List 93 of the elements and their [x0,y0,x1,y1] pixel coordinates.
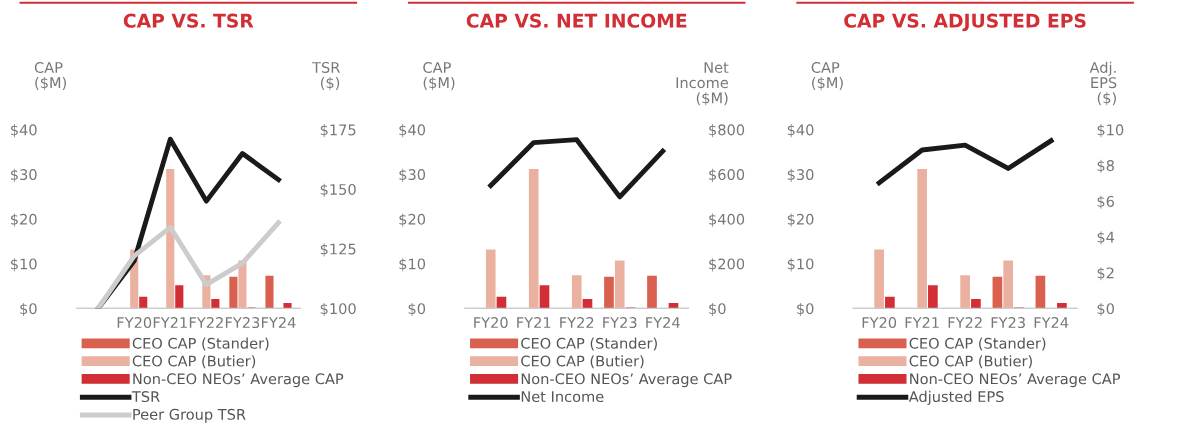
legend-label: CEO CAP (Stander) [132,337,269,351]
bar [971,299,981,309]
bar [175,285,184,309]
bar [265,275,274,309]
bar [1057,303,1067,309]
bar [485,249,496,309]
y2-tick-label: $2 [1097,267,1114,281]
y-tick-label: $30 [10,168,37,183]
x-tick-label: FY22 [560,317,594,328]
y-tick-label: $40 [787,124,814,138]
y2-tick-label: $8 [1097,159,1114,174]
y-tick-label: $20 [399,213,426,227]
y2-axis-title: TSR ($) [312,61,340,91]
y-tick-label: $0 [408,302,426,317]
bar [928,285,938,309]
y2-tick-label: $800 [709,124,745,138]
y2-tick-label: $0 [709,302,726,317]
y2-tick-label: $150 [320,183,356,197]
bar [614,260,625,309]
legend-label: CEO CAP (Butier) [521,355,644,369]
bar [283,303,292,309]
y-tick-label: $20 [10,213,37,227]
y-tick-label: $10 [399,258,426,272]
x-tick-label: FY24 [646,317,680,328]
x-tick-label: FY21 [905,317,939,328]
bar [885,296,895,309]
y2-tick-label: $100 [320,302,356,317]
y-tick-label: $20 [787,213,814,227]
x-tick-label: FY23 [603,317,637,329]
x-tick-label: FY22 [189,317,223,328]
legend-label: CEO CAP (Butier) [132,355,256,369]
bar [528,168,539,309]
x-tick-label: FY22 [948,317,982,328]
x-tick-label: FY20 [117,317,152,329]
bar [539,285,550,309]
bar [1035,275,1046,309]
legend-label: TSR [131,391,160,403]
chart-title: CAP VS. TSR [123,13,254,28]
bar [139,296,148,309]
bar [960,275,970,309]
y-axis-title: CAP ($M) [423,61,455,91]
y-tick-label: $10 [787,258,814,272]
bar [229,276,238,309]
legend-label: Net Income [521,391,604,403]
bar [604,276,614,309]
y-tick-label: $40 [399,124,426,138]
line-series [876,138,1054,186]
x-tick-label: FY21 [517,317,551,328]
y2-tick-label: $4 [1097,231,1115,245]
bar [647,275,657,309]
legend-label: Non-CEO NEOs’ Average CAP [521,373,732,388]
y2-tick-label: $200 [709,258,745,272]
chart-title: CAP VS. ADJUSTED EPS [844,13,1086,32]
y2-tick-label: $125 [320,243,356,257]
x-tick-label: FY20 [474,317,508,329]
y2-tick-label: $400 [709,213,745,227]
legend-label: Peer Group TSR [133,408,246,423]
bar [1003,260,1013,309]
x-tick-label: FY20 [862,317,897,329]
line-series [488,137,666,200]
x-tick-label: FY23 [225,317,260,329]
y2-tick-label: $10 [1097,124,1124,138]
chart-title: CAP VS. NET INCOME [466,13,687,28]
y-tick-label: $40 [10,124,37,138]
legend-label: Adjusted EPS [908,390,1004,405]
y2-tick-label: $600 [709,168,745,183]
bar [571,275,582,309]
legend-label: Non-CEO NEOs’ Average CAP [910,373,1121,388]
y-tick-label: $0 [20,302,37,317]
y2-tick-label: $6 [1097,195,1115,209]
legend-label: CEO CAP (Stander) [909,337,1046,351]
x-tick-label: FY23 [991,317,1025,329]
y-tick-label: $30 [787,168,814,183]
bar [992,276,1003,309]
x-tick-label: FY24 [1034,317,1069,328]
legend-label: CEO CAP (Butier) [909,355,1032,369]
x-tick-label: FY24 [262,317,296,328]
y2-axis-title: Net Income ($M) [676,62,729,106]
y-axis-title: CAP ($M) [811,61,843,91]
y2-axis-title: Adj. EPS ($) [1089,61,1117,106]
y-axis-title: CAP ($M) [34,61,66,91]
legend-label: CEO CAP (Stander) [521,337,657,351]
legend-label: Non-CEO NEOs’ Average CAP [133,373,344,388]
x-tick-label: FY21 [153,317,187,328]
y2-tick-label: $0 [1097,302,1114,317]
bar [917,168,927,309]
y-tick-label: $10 [10,258,37,272]
y-tick-label: $30 [399,168,426,183]
y2-tick-label: $175 [320,124,356,138]
y-tick-label: $0 [797,302,814,317]
bar [166,168,175,309]
bar [874,249,884,309]
bar [211,299,220,309]
